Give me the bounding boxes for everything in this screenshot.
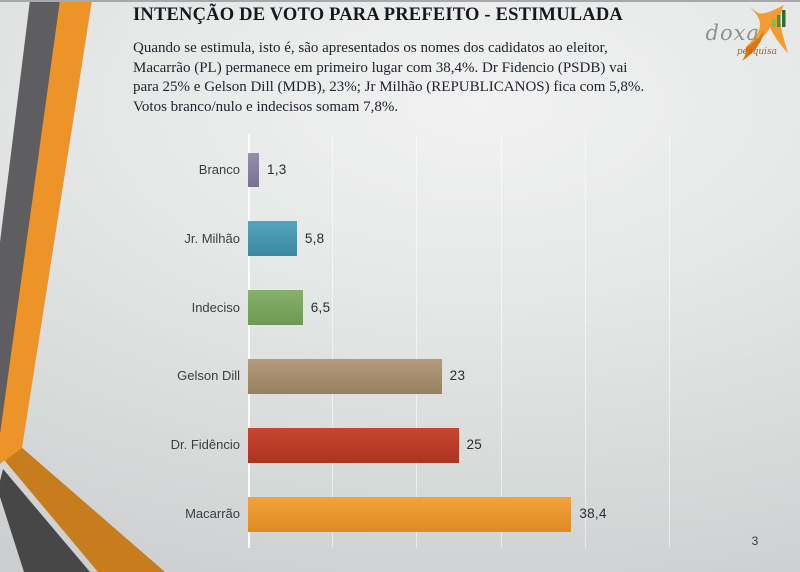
category-label-gelson-dill: Gelson Dill [177,368,240,384]
value-label-branco: 1,3 [266,161,287,177]
bar-jr-milhao [248,221,297,256]
mini-bar-2 [777,15,781,27]
ribbon-x-lower-arm [742,31,764,61]
category-label-jr-milhao: Jr. Milhão [184,230,240,246]
page-number: 3 [751,534,759,548]
value-label-jr-milhao: 5,8 [304,230,325,246]
bar-indeciso [248,290,303,325]
bar-dr-fidencio [248,428,459,463]
bar-gelson-dill [248,359,442,394]
gridline-30 [500,134,502,548]
value-label-dr-fidencio: 25 [466,437,483,453]
mini-bar-3 [782,10,786,27]
doxa-x-ribbon-icon [742,5,788,61]
bar-macarrao [248,497,572,532]
value-label-indeciso: 6,5 [310,299,331,315]
logo-tagline-text: pesquisa [736,47,778,57]
slide-top-border [0,0,800,2]
logo-brand-text: doxa [705,21,760,45]
gridline-10 [332,134,334,548]
intro-paragraph: Quando se estimula, isto é, são apresent… [133,40,645,115]
gridline-40 [584,134,586,548]
value-label-macarrao: 38,4 [579,506,607,522]
category-label-dr-fidencio: Dr. Fidêncio [170,437,240,453]
mini-bar-1 [772,19,776,27]
doxa-logo: doxa pesquisa [688,3,798,69]
category-label-macarrao: Macarrão [185,506,240,522]
page-title: INTENÇÃO DE VOTO PARA PREFEITO - ESTIMUL… [133,5,623,25]
bar-branco [248,152,259,187]
category-label-indeciso: Indeciso [191,299,240,315]
gridline-20 [416,134,418,548]
gridline-50 [669,134,670,548]
y-axis-line [248,134,250,548]
value-label-gelson-dill: 23 [449,368,466,384]
category-label-branco: Branco [198,161,240,177]
